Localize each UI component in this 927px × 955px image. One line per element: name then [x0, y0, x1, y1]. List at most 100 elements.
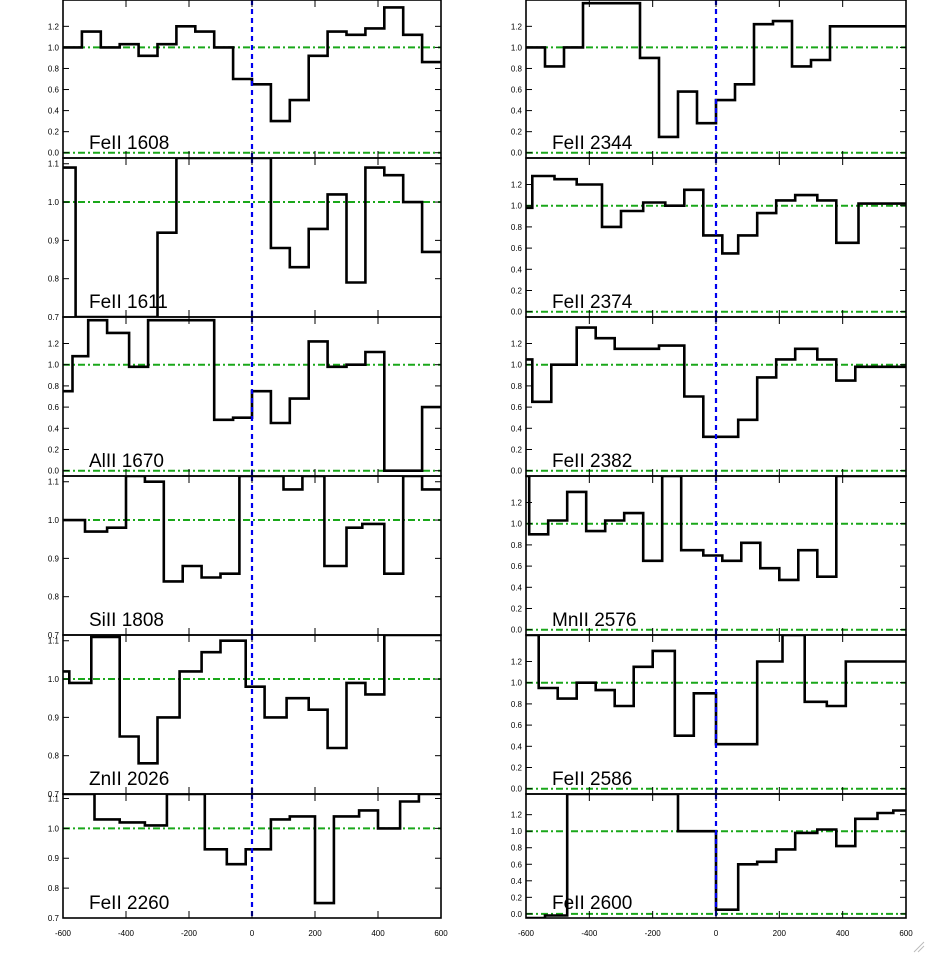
ion-label: FeII 1611	[89, 292, 168, 313]
spectrum-feii-2374	[526, 174, 906, 255]
y-tick-label: 0.4	[511, 424, 523, 433]
y-tick-label: 0.7	[48, 631, 60, 640]
y-tick-label: 1.0	[511, 202, 523, 211]
y-tick-label: 0.0	[511, 626, 523, 635]
x-tick-label: -600	[518, 929, 535, 938]
y-tick-label: 1.2	[48, 22, 60, 31]
y-tick-label: 0.6	[511, 860, 523, 869]
y-tick-label: 0.0	[511, 149, 523, 158]
y-tick-label: 0.6	[511, 86, 523, 95]
y-tick-label: 0.2	[511, 287, 523, 296]
x-tick-label: 600	[899, 929, 913, 938]
x-tick-label: -400	[581, 929, 598, 938]
y-tick-label: 0.4	[511, 265, 523, 274]
spectrum-feii-2344	[526, 1, 906, 139]
x-tick-label: 400	[836, 929, 850, 938]
y-tick-label: 0.6	[511, 562, 523, 571]
x-tick-label: 200	[308, 929, 322, 938]
y-tick-label: 0.4	[48, 107, 60, 116]
y-tick-label: 1.1	[48, 478, 60, 487]
y-tick-label: 0.7	[48, 914, 60, 923]
spectrum-feii-2600	[526, 794, 906, 918]
y-tick-label: 0.9	[48, 854, 60, 863]
ion-label: SiII 1808	[89, 610, 164, 631]
y-tick-label: 0.4	[511, 742, 523, 751]
spectrum-feii-1611	[63, 158, 441, 317]
ion-label: FeII 2374	[552, 292, 633, 313]
ion-label: FeII 1608	[89, 133, 169, 154]
y-tick-label: 0.9	[48, 554, 60, 563]
y-tick-label: 0.0	[511, 910, 523, 919]
y-tick-label: 0.2	[511, 128, 523, 137]
ion-label: MnII 2576	[552, 610, 637, 631]
spectrum-siii-1808	[63, 476, 441, 583]
spectrum-znii-2026	[63, 635, 441, 765]
ion-label: FeII 2600	[552, 893, 632, 914]
y-tick-label: 1.2	[48, 340, 60, 349]
y-tick-label: 0.2	[511, 893, 523, 902]
y-tick-label: 1.0	[48, 824, 60, 833]
resize-grip-icon[interactable]	[913, 941, 925, 953]
y-tick-label: 0.8	[48, 593, 60, 602]
panel-alii-1670: 0.0 0.2 0.4 0.6 0.8 1.0 1.2 AlII 1670	[48, 316, 442, 477]
panels-layer: 0.0 0.2 0.4 0.6 0.8 1.0 1.2 FeII 1608 0.7 0.8 0.9 1…	[48, 0, 907, 923]
y-tick-label: 1.2	[511, 811, 523, 820]
y-tick-label: 1.0	[511, 361, 523, 370]
x-tick-label: -200	[645, 929, 662, 938]
y-tick-label: 0.4	[511, 877, 523, 886]
x-tick-label: 200	[773, 929, 787, 938]
y-tick-label: 0.7	[48, 313, 60, 322]
ion-label: AlII 1670	[89, 451, 164, 472]
ion-label: FeII 2260	[89, 893, 169, 914]
y-tick-label: 1.0	[511, 679, 523, 688]
y-tick-label: 0.8	[511, 700, 523, 709]
y-tick-label: 1.1	[48, 637, 60, 646]
y-tick-label: 0.6	[511, 721, 523, 730]
panel-feii-2382: 0.0 0.2 0.4 0.6 0.8 1.0 1.2 FeII 2382	[511, 316, 907, 477]
y-tick-label: 0.4	[511, 583, 523, 592]
x-axis-layer: -600 -400 -200 0 200 400 600 -600 -400 -200 0 200 40…	[55, 929, 913, 938]
panel-siii-1808: 0.7 0.8 0.9 1.0 1.1 SiII 1808	[48, 475, 442, 640]
y-tick-label: 0.6	[48, 86, 60, 95]
panel-feii-2260: 0.7 0.8 0.9 1.0 1.1 FeII 2260	[48, 793, 442, 923]
panel-feii-2586: 0.0 0.2 0.4 0.6 0.8 1.0 1.2 FeII 2586	[511, 634, 907, 795]
ion-label: FeII 2382	[552, 451, 632, 472]
y-tick-label: 0.8	[48, 752, 60, 761]
y-tick-label: 0.2	[511, 605, 523, 614]
spectrum-feii-2260	[63, 794, 441, 905]
y-tick-label: 0.8	[511, 382, 523, 391]
y-tick-label: 0.0	[48, 149, 60, 158]
y-tick-label: 1.0	[511, 520, 523, 529]
y-tick-label: 0.2	[48, 128, 60, 137]
y-tick-label: 0.8	[511, 223, 523, 232]
spectrum-feii-2586	[526, 635, 906, 746]
y-tick-label: 0.7	[48, 790, 60, 799]
y-tick-label: 0.8	[511, 844, 523, 853]
y-tick-label: 1.0	[48, 361, 60, 370]
x-tick-label: 0	[714, 929, 719, 938]
y-tick-label: 0.4	[511, 107, 523, 116]
y-tick-label: 0.6	[511, 244, 523, 253]
y-tick-label: 0.9	[48, 713, 60, 722]
y-tick-label: 0.8	[48, 275, 60, 284]
x-tick-label: 400	[371, 929, 385, 938]
panel-mnii-2576: 0.0 0.2 0.4 0.6 0.8 1.0 1.2 MnII 2576	[511, 475, 907, 636]
y-tick-label: 0.8	[48, 64, 60, 73]
spectrum-feii-2382	[526, 326, 906, 439]
y-tick-label: 1.2	[511, 499, 523, 508]
panel-feii-1611: 0.7 0.8 0.9 1.0 1.1 FeII 1611	[48, 157, 442, 322]
y-tick-label: 0.4	[48, 424, 60, 433]
y-tick-label: 0.2	[48, 446, 60, 455]
x-tick-label: 0	[250, 929, 255, 938]
panel-feii-2344: 0.0 0.2 0.4 0.6 0.8 1.0 1.2 FeII 2344	[511, 0, 907, 159]
y-tick-label: 0.2	[511, 446, 523, 455]
y-tick-label: 0.0	[48, 467, 60, 476]
y-tick-label: 1.2	[511, 340, 523, 349]
y-tick-label: 1.0	[48, 516, 60, 525]
y-tick-label: 1.2	[511, 658, 523, 667]
y-tick-label: 0.0	[511, 467, 523, 476]
y-tick-label: 1.2	[511, 181, 523, 190]
x-tick-label: 600	[434, 929, 448, 938]
y-tick-label: 0.0	[511, 785, 523, 794]
